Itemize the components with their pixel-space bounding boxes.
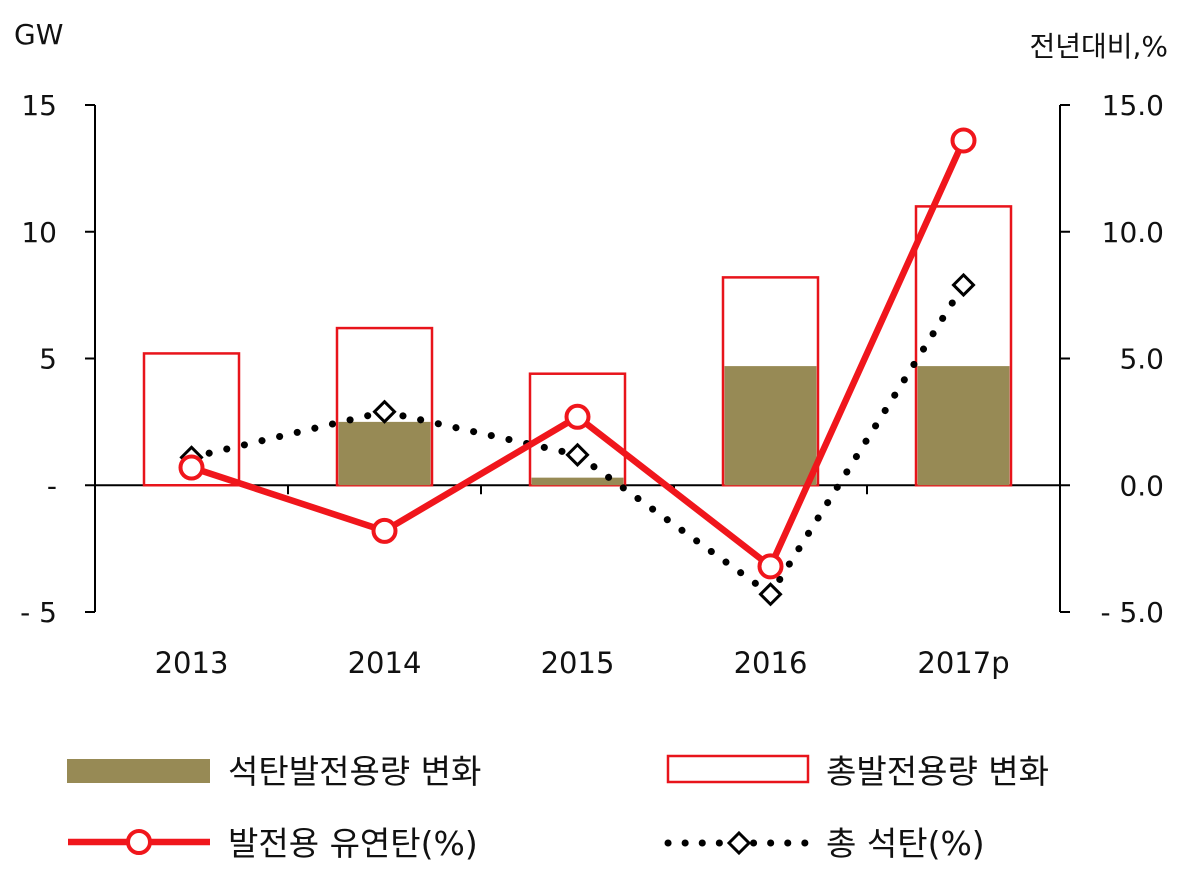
left-axis-tick-label: 15	[21, 89, 57, 122]
total-coal-point	[372, 399, 397, 424]
x-axis-category-label: 2016	[734, 646, 808, 680]
bituminous-coal-point	[950, 127, 977, 154]
bituminous-coal-point	[564, 403, 591, 430]
right-axis-tick-label: 10.0	[1102, 216, 1164, 249]
legend-swatch-total-coal-marker	[726, 830, 752, 856]
axis-labels: 15 10 5 - - 5 GW 15.0 10.0 5.0 0.0 - 5.0 전년대비,% 2013…	[14, 18, 1168, 680]
bar-coal-capacity	[531, 477, 624, 486]
bituminous-coal-point	[757, 553, 784, 580]
left-axis-tick-label: 10	[21, 216, 57, 249]
right-axis-tick-label: 0.0	[1119, 469, 1164, 502]
total-coal-point	[565, 442, 590, 467]
bar-coal-capacity	[724, 366, 817, 486]
right-axis-unit-label: 전년대비,%	[1029, 30, 1168, 63]
left-axis-unit-label: GW	[14, 18, 63, 51]
x-axis-category-label: 2015	[541, 646, 615, 680]
series-bituminous-coal-line	[190, 139, 967, 570]
bituminous-coal-point	[178, 454, 205, 481]
right-axis-tick-label: 15.0	[1102, 89, 1164, 122]
x-axis-category-label: 2017p	[917, 646, 1009, 680]
left-axis-tick-label: 5	[39, 343, 57, 376]
legend-swatch-total-capacity	[666, 754, 810, 784]
right-axis-tick-label: 5.0	[1119, 343, 1164, 376]
lines	[178, 127, 977, 607]
legend-label-bituminous: 발전용 유연탄(%)	[228, 824, 478, 863]
x-axis-category-label: 2013	[155, 646, 229, 680]
total-coal-point	[951, 272, 976, 298]
right-axis-tick-label: - 5.0	[1100, 596, 1164, 629]
bar-coal-capacity	[338, 421, 431, 486]
legend-swatch-bituminous-marker	[126, 829, 152, 855]
total-coal-point	[758, 582, 783, 607]
legend-label-total-coal: 총 석탄(%)	[826, 824, 985, 863]
bituminous-coal-point	[371, 517, 398, 544]
legend-label-total-capacity: 총발전용량 변화	[826, 752, 1049, 791]
legend-label-coal-capacity: 석탄발전용량 변화	[228, 752, 481, 791]
bar-coal-capacity	[917, 366, 1010, 486]
legend-swatch-coal-capacity	[67, 759, 210, 783]
x-axis-category-label: 2014	[348, 646, 422, 680]
left-axis-tick-label: - 5	[20, 596, 57, 629]
left-axis-tick-label: -	[47, 469, 57, 502]
